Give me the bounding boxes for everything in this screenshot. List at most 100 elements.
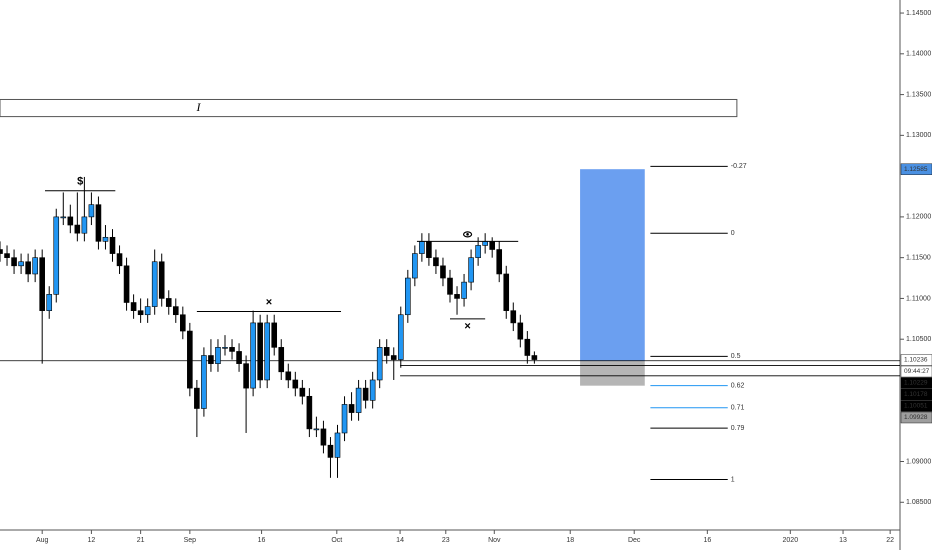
candle-body <box>236 351 242 364</box>
x-tick-label: Nov <box>488 537 501 544</box>
candle-body <box>53 216 60 295</box>
candle-body <box>46 294 53 311</box>
annotation-symbol: × <box>464 321 470 333</box>
eye-icon <box>462 231 473 238</box>
candle-body <box>88 204 95 218</box>
candle-body <box>215 347 221 364</box>
candle-body <box>334 432 341 458</box>
x-tick-label: Sep <box>184 537 197 544</box>
candle-body <box>67 216 74 226</box>
candle-body <box>285 371 292 381</box>
candle-body <box>327 444 334 458</box>
candle-body <box>130 302 137 311</box>
candle-body <box>201 355 207 409</box>
candle-body <box>313 428 320 431</box>
candle-body <box>32 257 38 275</box>
y-tick-label: 1.10500 <box>906 336 931 343</box>
candle-body <box>278 347 285 373</box>
candle-body <box>74 224 81 234</box>
candle-body <box>158 261 165 299</box>
y-tick-label: 1.14500 <box>906 10 931 17</box>
candle-body <box>468 257 474 283</box>
price-tag-label: 1.10236 <box>904 357 928 364</box>
candle-body <box>172 306 179 316</box>
fib-label: 0 <box>731 230 735 237</box>
candle-body <box>355 387 362 413</box>
candle-body <box>194 387 200 409</box>
y-tick-label: 1.13000 <box>906 132 931 139</box>
candle-body <box>376 347 383 381</box>
x-tick-label: 12 <box>88 537 96 544</box>
candle-body <box>433 257 439 267</box>
price-tag-label: 1.10051 <box>904 403 928 410</box>
x-tick-label: 21 <box>137 537 145 544</box>
candle-body <box>320 428 327 446</box>
x-tick-label: 14 <box>396 537 404 544</box>
price-tag-label: 1.09928 <box>904 414 928 421</box>
y-tick-label: 1.11000 <box>906 295 931 302</box>
price-tag <box>900 377 932 389</box>
price-tag <box>900 388 932 401</box>
candle-body <box>292 379 299 389</box>
candle-body <box>397 314 404 360</box>
candle-body <box>454 294 460 299</box>
price-tag <box>900 354 932 366</box>
y-tick-label: 1.08500 <box>906 499 931 506</box>
y-tick-label: 1.09000 <box>906 458 931 465</box>
price-tag-label: 1.12585 <box>904 166 928 173</box>
candle-body <box>137 310 144 316</box>
candle-body <box>151 261 158 307</box>
candle-body <box>496 249 503 275</box>
x-tick-label: Aug <box>36 537 49 544</box>
price-tag <box>900 411 932 424</box>
candle-body <box>524 338 531 356</box>
fib-label: 0.5 <box>731 353 741 360</box>
annotation-symbol: × <box>266 296 272 308</box>
eye-pupil <box>466 233 469 236</box>
fib-label: 0.62 <box>731 383 745 390</box>
x-tick-label: Dec <box>628 537 641 544</box>
candle-body <box>187 330 193 389</box>
candle-body <box>60 216 67 219</box>
candle-body <box>299 387 306 397</box>
candle-body <box>264 322 270 381</box>
candle-body <box>510 310 517 324</box>
candle-body <box>475 245 481 258</box>
annotation-symbol: $ <box>77 176 83 188</box>
candle-body <box>208 355 214 364</box>
y-tick-label: 1.11500 <box>906 255 931 262</box>
candle-body <box>482 241 488 246</box>
candle-body <box>412 253 418 279</box>
y-tick-label: 1.14000 <box>906 51 931 58</box>
candle-body <box>4 253 10 258</box>
candle-body <box>165 298 172 307</box>
price-tag <box>900 163 932 175</box>
stop-zone <box>580 360 645 386</box>
fib-label: 0.71 <box>731 405 745 412</box>
candle-body <box>419 241 425 254</box>
x-tick-label: 18 <box>566 537 574 544</box>
price-tag <box>900 400 932 412</box>
candle-body <box>102 236 109 242</box>
x-tick-label: 23 <box>442 537 450 544</box>
price-tag <box>900 365 932 378</box>
price-tag-label: 09:44:27 <box>904 368 930 375</box>
x-tick-label: 2020 <box>783 537 799 544</box>
candle-body <box>447 277 453 295</box>
candle-body <box>39 257 45 311</box>
text-box <box>0 98 738 118</box>
candle-body <box>517 322 524 340</box>
candle-body <box>25 261 31 275</box>
x-tick-label: 16 <box>703 537 711 544</box>
candle-body <box>271 322 278 348</box>
candle-body <box>18 261 24 267</box>
x-tick-label: 22 <box>886 537 894 544</box>
candle-body <box>341 404 348 434</box>
candle-body <box>383 347 390 356</box>
candle-body <box>123 265 130 303</box>
candle-body <box>109 236 116 254</box>
price-tag-label: 1.10229 <box>904 380 928 387</box>
